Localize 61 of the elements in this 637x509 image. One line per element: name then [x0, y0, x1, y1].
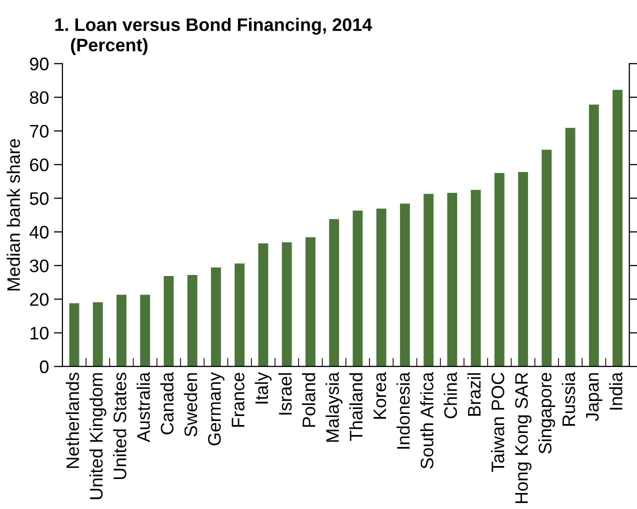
x-tick-label: South Africa	[420, 372, 434, 469]
x-tick-label: Germany	[208, 372, 224, 446]
y-tick-label: 70	[30, 124, 49, 138]
x-tick-label: Russia	[562, 372, 576, 426]
x-tick-label: Brazil	[467, 373, 481, 416]
bar	[494, 172, 504, 366]
x-tick-label: Korea	[374, 372, 386, 419]
bar	[424, 194, 434, 366]
bar	[92, 302, 103, 366]
x-tick-label: Sweden	[184, 373, 198, 436]
y-tick-label: 0	[40, 360, 49, 374]
bar	[400, 204, 410, 366]
bar	[470, 190, 481, 366]
chart-title: 1. Loan versus Bond Financing, 2014	[55, 18, 372, 35]
y-tick-label: 80	[30, 91, 49, 104]
bar	[376, 208, 386, 366]
bar	[542, 150, 552, 366]
bar	[612, 90, 623, 366]
y-tick-label: 20	[30, 293, 49, 306]
bar	[518, 172, 528, 366]
bar	[258, 243, 268, 366]
x-tick-label: Italy	[254, 372, 272, 404]
bar	[211, 268, 221, 366]
x-tick-label: United Kingdom	[89, 373, 106, 500]
x-tick-label: Singapore	[538, 372, 556, 454]
bar	[164, 276, 174, 366]
bar	[116, 294, 126, 366]
x-tick-label: India	[609, 372, 622, 410]
y-tick-label: 30	[30, 259, 49, 272]
y-tick-label: 50	[30, 192, 49, 205]
bar	[588, 104, 599, 366]
x-tick-label: Israel	[278, 373, 292, 415]
x-tick-label: Malaysia	[326, 372, 342, 442]
bar	[69, 303, 80, 366]
x-tick-label: Netherlands	[66, 372, 80, 468]
x-tick-label: Hong Kong SAR	[515, 372, 532, 504]
y-tick-label: 60	[30, 158, 49, 172]
bar	[282, 242, 292, 366]
bar	[140, 294, 150, 366]
bar	[352, 210, 363, 366]
x-tick-label: Thailand	[349, 373, 363, 441]
bar	[565, 128, 576, 366]
x-tick-label: Poland	[302, 373, 316, 427]
y-tick-label: 10	[30, 326, 49, 340]
x-tick-label: Australia	[136, 372, 150, 442]
bar	[234, 264, 245, 366]
x-tick-label: France	[232, 372, 244, 427]
x-tick-label: Japan	[586, 373, 602, 421]
bar	[187, 274, 198, 366]
chart-subtitle: (Percent)	[70, 38, 148, 56]
x-tick-label: Taiwan POC	[491, 372, 504, 472]
bar	[447, 192, 458, 366]
x-tick-label: Indonesia	[396, 372, 410, 449]
x-tick-label: China	[444, 372, 458, 418]
y-tick-label: 40	[30, 226, 49, 239]
x-tick-label: Canada	[160, 372, 174, 434]
y-axis-title: Median bank share	[6, 139, 20, 290]
bar	[329, 219, 340, 366]
x-tick-label: United States	[113, 372, 126, 480]
y-tick-label: 90	[30, 58, 49, 70]
bar	[305, 237, 316, 366]
